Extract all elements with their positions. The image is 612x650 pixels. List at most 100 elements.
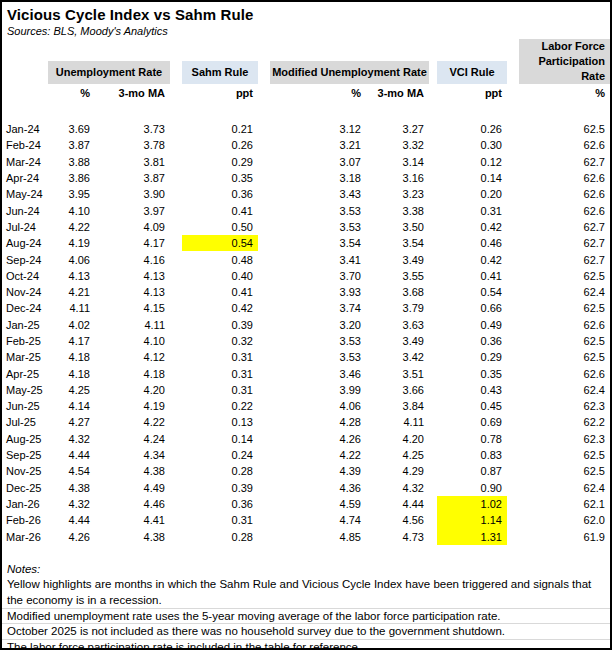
cell-gap bbox=[170, 431, 182, 447]
cell-modified-unemployment-rate: 3.12 bbox=[270, 121, 366, 137]
cell-vci-rule: 0.30 bbox=[437, 137, 507, 153]
cell-unemployment-rate-3mo-ma: 4.10 bbox=[95, 333, 170, 349]
cell-gap bbox=[258, 268, 270, 284]
cell-month: Oct-24 bbox=[2, 268, 48, 284]
cell-gap bbox=[258, 300, 270, 316]
cell-sahm-rule: 0.41 bbox=[182, 284, 258, 300]
cell-labor-force-participation-rate: 62.5 bbox=[519, 121, 610, 137]
cell-unemployment-rate-3mo-ma: 4.38 bbox=[95, 528, 170, 544]
note-line: October 2025 is not included as there wa… bbox=[2, 624, 610, 640]
data-table: Labor Force Participation Rate Unemploym… bbox=[2, 39, 610, 545]
cell-sahm-rule: 0.39 bbox=[182, 317, 258, 333]
cell-modified-unemployment-rate-3mo-ma: 3.16 bbox=[366, 170, 429, 186]
table-row: Mar-254.184.120.313.533.420.2962.5 bbox=[2, 349, 610, 365]
cell-month: Dec-24 bbox=[2, 300, 48, 316]
cell-unemployment-rate-3mo-ma: 3.81 bbox=[95, 154, 170, 170]
table-row: Sep-244.064.160.483.413.490.4262.7 bbox=[2, 251, 610, 267]
cell-month: Mar-24 bbox=[2, 154, 48, 170]
cell-unemployment-rate: 4.21 bbox=[48, 284, 95, 300]
cell-unemployment-rate-3mo-ma: 4.17 bbox=[95, 235, 170, 251]
cell-labor-force-participation-rate: 62.1 bbox=[519, 496, 610, 512]
cell-vci-rule: 0.42 bbox=[437, 219, 507, 235]
cell-labor-force-participation-rate: 62.5 bbox=[519, 463, 610, 479]
cell-month: Aug-24 bbox=[2, 235, 48, 251]
cell-gap bbox=[507, 317, 519, 333]
cell-unemployment-rate: 4.44 bbox=[48, 447, 95, 463]
cell-unemployment-rate: 4.44 bbox=[48, 512, 95, 528]
cell-month: Jun-25 bbox=[2, 398, 48, 414]
cell-modified-unemployment-rate-3mo-ma: 3.23 bbox=[366, 186, 429, 202]
cell-labor-force-participation-rate: 62.7 bbox=[519, 235, 610, 251]
cell-modified-unemployment-rate-3mo-ma: 3.63 bbox=[366, 317, 429, 333]
cell-gap bbox=[507, 512, 519, 528]
cell-gap bbox=[170, 137, 182, 153]
cell-vci-rule: 0.49 bbox=[437, 317, 507, 333]
cell-unemployment-rate: 4.14 bbox=[48, 398, 95, 414]
cell-vci-rule: 0.26 bbox=[437, 121, 507, 137]
cell-vci-rule: 0.46 bbox=[437, 235, 507, 251]
cell-gap bbox=[258, 186, 270, 202]
cell-gap bbox=[507, 382, 519, 398]
cell-vci-rule: 1.14 bbox=[437, 512, 507, 528]
cell-modified-unemployment-rate-3mo-ma: 3.84 bbox=[366, 398, 429, 414]
cell-gap bbox=[429, 398, 437, 414]
cell-vci-rule: 0.35 bbox=[437, 365, 507, 381]
cell-unemployment-rate-3mo-ma: 4.13 bbox=[95, 284, 170, 300]
cell-unemployment-rate: 4.25 bbox=[48, 382, 95, 398]
cell-gap bbox=[258, 398, 270, 414]
cell-modified-unemployment-rate: 4.26 bbox=[270, 431, 366, 447]
cell-gap bbox=[429, 365, 437, 381]
cell-modified-unemployment-rate-3mo-ma: 3.54 bbox=[366, 235, 429, 251]
cell-month: Jul-25 bbox=[2, 414, 48, 430]
cell-gap bbox=[507, 154, 519, 170]
cell-gap bbox=[170, 382, 182, 398]
cell-sahm-rule: 0.21 bbox=[182, 121, 258, 137]
cell-gap bbox=[507, 186, 519, 202]
notes-gap bbox=[2, 545, 610, 562]
cell-gap bbox=[258, 121, 270, 137]
cell-gap bbox=[170, 219, 182, 235]
cell-labor-force-participation-rate: 62.5 bbox=[519, 447, 610, 463]
cell-modified-unemployment-rate: 3.07 bbox=[270, 154, 366, 170]
cell-labor-force-participation-rate: 62.4 bbox=[519, 284, 610, 300]
cell-unemployment-rate-3mo-ma: 4.11 bbox=[95, 317, 170, 333]
cell-sahm-rule: 0.32 bbox=[182, 333, 258, 349]
cell-gap bbox=[429, 480, 437, 496]
cell-gap bbox=[429, 251, 437, 267]
cell-modified-unemployment-rate: 3.99 bbox=[270, 382, 366, 398]
cell-gap bbox=[170, 349, 182, 365]
cell-gap bbox=[258, 431, 270, 447]
cell-modified-unemployment-rate: 4.59 bbox=[270, 496, 366, 512]
cell-modified-unemployment-rate: 3.53 bbox=[270, 219, 366, 235]
cell-sahm-rule: 0.31 bbox=[182, 349, 258, 365]
cell-modified-unemployment-rate: 3.53 bbox=[270, 349, 366, 365]
cell-sahm-rule: 0.36 bbox=[182, 186, 258, 202]
cell-unemployment-rate: 4.18 bbox=[48, 365, 95, 381]
table-row: Oct-244.134.130.403.703.550.4162.5 bbox=[2, 268, 610, 284]
cell-gap bbox=[258, 447, 270, 463]
cell-modified-unemployment-rate-3mo-ma: 3.51 bbox=[366, 365, 429, 381]
notes-section: Notes: Yellow highlights are months in w… bbox=[2, 562, 610, 650]
cell-modified-unemployment-rate: 4.39 bbox=[270, 463, 366, 479]
cell-gap bbox=[429, 154, 437, 170]
cell-gap bbox=[258, 154, 270, 170]
cell-vci-rule: 0.29 bbox=[437, 349, 507, 365]
column-group-labor-force-participation-rate: Labor Force Participation Rate bbox=[519, 39, 610, 84]
cell-unemployment-rate-3mo-ma: 4.15 bbox=[95, 300, 170, 316]
cell-gap bbox=[429, 349, 437, 365]
cell-unemployment-rate-3mo-ma: 3.73 bbox=[95, 121, 170, 137]
cell-vci-rule: 0.41 bbox=[437, 268, 507, 284]
cell-vci-rule: 0.31 bbox=[437, 202, 507, 218]
cell-labor-force-participation-rate: 62.2 bbox=[519, 414, 610, 430]
cell-gap bbox=[170, 528, 182, 544]
cell-month: Aug-25 bbox=[2, 431, 48, 447]
cell-gap bbox=[258, 317, 270, 333]
cell-unemployment-rate-3mo-ma: 4.46 bbox=[95, 496, 170, 512]
cell-gap bbox=[258, 382, 270, 398]
cell-labor-force-participation-rate: 62.6 bbox=[519, 170, 610, 186]
cell-sahm-rule: 0.31 bbox=[182, 365, 258, 381]
cell-month: Feb-26 bbox=[2, 512, 48, 528]
cell-vci-rule: 0.45 bbox=[437, 398, 507, 414]
subheader-ur-pct: % bbox=[48, 84, 95, 104]
subheader-vci-ppt: ppt bbox=[437, 84, 507, 104]
